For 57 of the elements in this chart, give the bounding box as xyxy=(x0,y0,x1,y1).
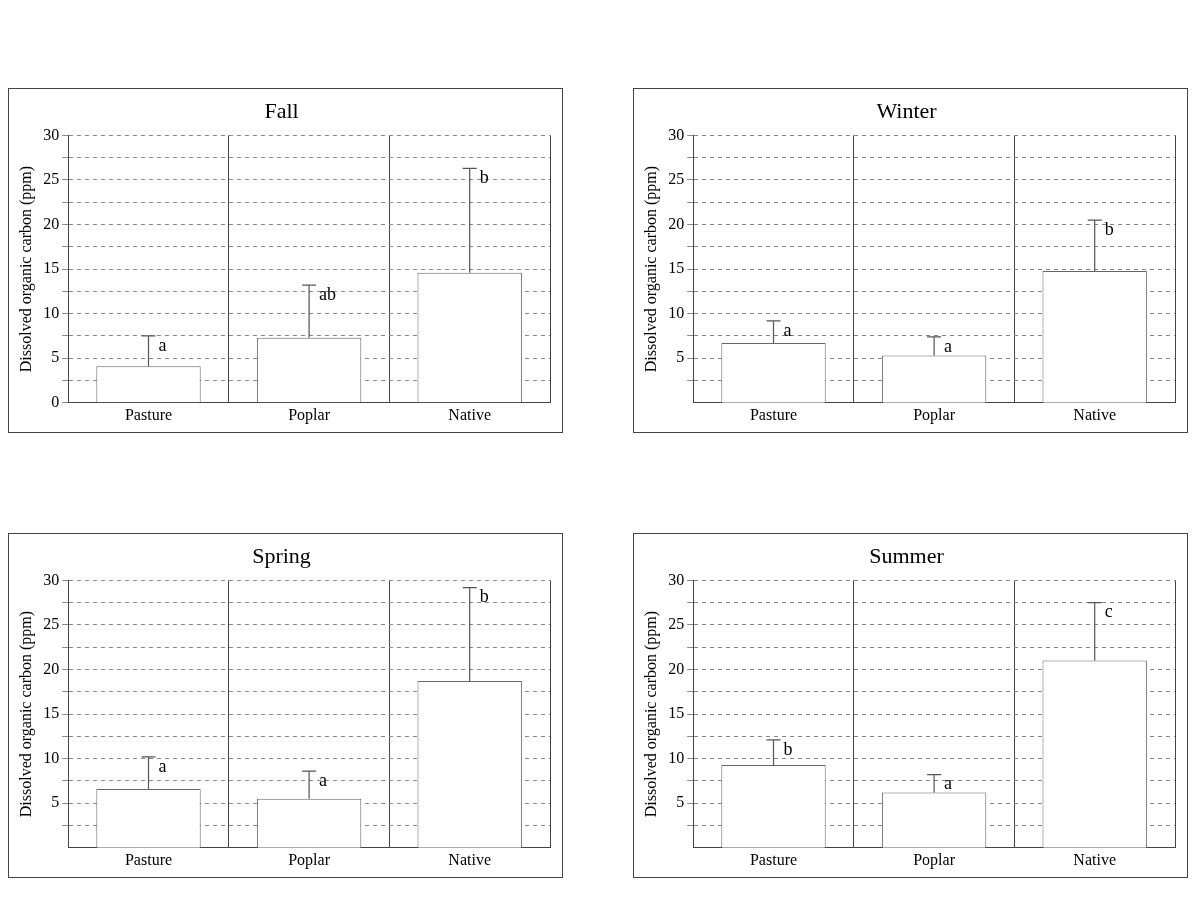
y-tick-label: 20 xyxy=(43,659,60,677)
y-tick-label: 5 xyxy=(676,793,685,811)
annotation: b xyxy=(783,738,793,759)
annotation: a xyxy=(944,773,953,794)
x-tick-label: Native xyxy=(448,405,492,423)
y-tick-label: 25 xyxy=(668,170,685,188)
x-tick-label: Poplar xyxy=(288,405,331,424)
chart-title: Winter xyxy=(876,97,938,123)
y-tick-label: 20 xyxy=(43,214,60,232)
y-tick-label: 10 xyxy=(668,303,685,321)
y-tick-label: 30 xyxy=(43,125,60,143)
y-tick-label: 30 xyxy=(668,570,685,588)
y-tick-label: 15 xyxy=(43,259,60,277)
x-tick-label: Pasture xyxy=(749,850,798,868)
y-tick-label: 20 xyxy=(668,214,685,232)
x-tick-label: Native xyxy=(1073,405,1117,423)
y-tick-label: 30 xyxy=(43,570,60,588)
annotation: a xyxy=(783,319,792,340)
y-tick-label: 25 xyxy=(43,615,60,633)
y-tick-label: 5 xyxy=(676,348,685,366)
x-tick-label: Poplar xyxy=(913,405,956,424)
y-tick-label: 15 xyxy=(43,704,60,722)
y-tick-label: 20 xyxy=(668,659,685,677)
x-tick-label: Native xyxy=(1073,850,1117,868)
y-axis-title: Dissolved organic carbon (ppm) xyxy=(641,610,660,818)
x-tick-label: Poplar xyxy=(288,850,331,869)
y-tick-label: 25 xyxy=(43,170,60,188)
annotation: ab xyxy=(319,283,337,304)
annotation: a xyxy=(319,769,328,790)
y-tick-label: 10 xyxy=(668,748,685,766)
x-tick-label: Pasture xyxy=(749,405,798,423)
y-axis-title: Dissolved organic carbon (ppm) xyxy=(16,610,35,818)
y-axis-title: Dissolved organic carbon (ppm) xyxy=(641,165,660,373)
y-tick-label: 10 xyxy=(43,748,60,766)
annotation: c xyxy=(1104,601,1113,622)
y-tick-label: 0 xyxy=(51,393,60,410)
annotation: b xyxy=(479,167,489,188)
x-tick-label: Poplar xyxy=(913,850,956,869)
y-tick-label: 15 xyxy=(668,704,685,722)
annotation: a xyxy=(158,755,167,776)
y-tick-label: 10 xyxy=(43,303,60,321)
annotation: b xyxy=(479,586,489,607)
y-tick-label: 30 xyxy=(668,125,685,143)
y-tick-label: 5 xyxy=(51,348,60,366)
x-tick-label: Native xyxy=(448,850,492,868)
annotation: a xyxy=(158,334,167,355)
chart-title: Summer xyxy=(869,542,945,568)
annotation: b xyxy=(1104,218,1114,239)
chart-title: Spring xyxy=(252,542,311,568)
y-tick-label: 15 xyxy=(668,259,685,277)
x-tick-label: Pasture xyxy=(124,850,173,868)
x-tick-label: Pasture xyxy=(124,405,173,423)
chart-title: Fall xyxy=(264,97,299,123)
annotation: a xyxy=(944,335,953,356)
y-tick-label: 5 xyxy=(51,793,60,811)
y-tick-label: 25 xyxy=(668,615,685,633)
y-axis-title: Dissolved organic carbon (ppm) xyxy=(16,165,35,373)
